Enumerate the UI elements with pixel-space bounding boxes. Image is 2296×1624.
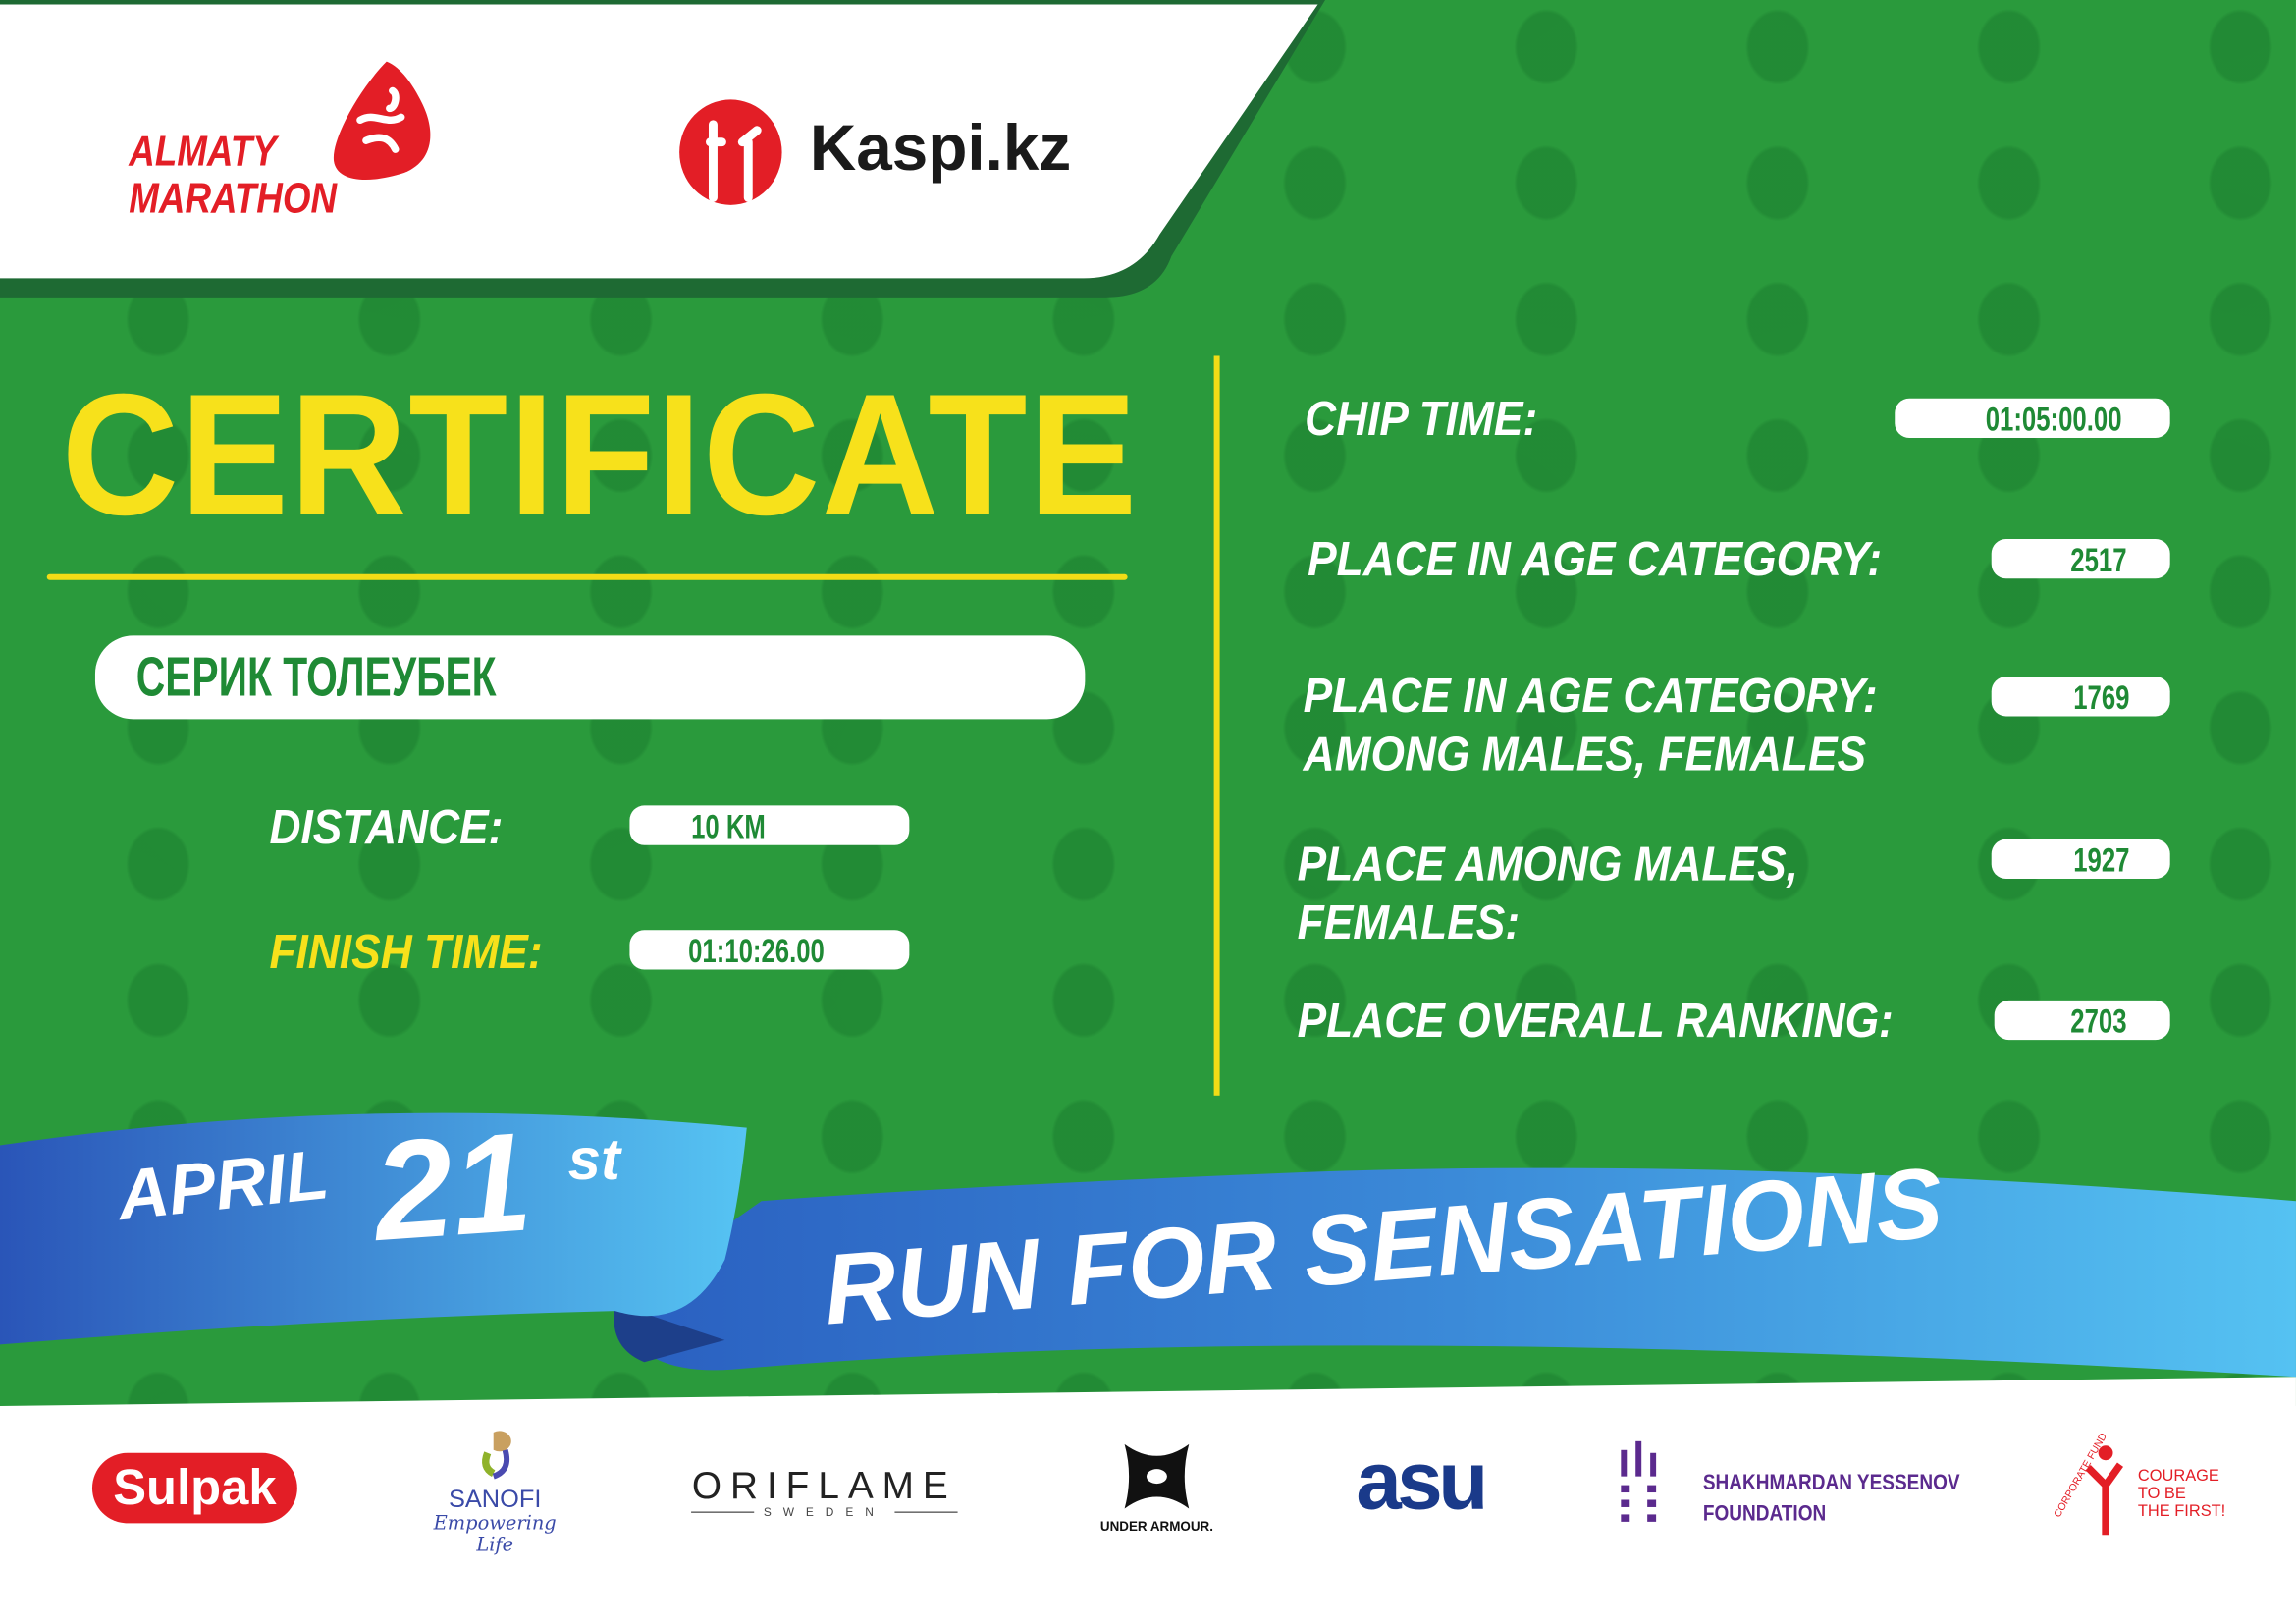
oriflame-logo: ORIFLAME SWEDEN (691, 1463, 958, 1519)
chip-time-value: 01:05:00.00 (1985, 400, 2122, 439)
distance-label: DISTANCE: (269, 799, 504, 854)
under-armour-logo: UNDER ARMOUR. (1076, 1441, 1237, 1534)
divider-line (1213, 355, 1220, 1096)
gender-label-line1: PLACE AMONG MALES, (1297, 836, 1798, 891)
sanofi-text: SANOFI (448, 1485, 542, 1513)
finish-time-box: 01:10:26.00 (629, 930, 910, 970)
logo-text-almaty: ALMATY (129, 129, 277, 177)
age-category-gender-label-line2: AMONG MALES, FEMALES (1303, 726, 1867, 782)
certificate-title: CERTIFICATE (61, 358, 1139, 553)
gender-label-line2: FEMALES: (1297, 894, 1521, 949)
date-day: 21 (369, 1104, 537, 1272)
finish-time-label: FINISH TIME: (269, 924, 543, 979)
under-armour-icon (1124, 1443, 1190, 1509)
distance-box: 10 KM (629, 805, 910, 845)
oriflame-text: ORIFLAME (691, 1463, 957, 1507)
kaspi-people-icon (679, 99, 782, 205)
sanofi-bird-icon (482, 1431, 511, 1480)
sulpak-text: Sulpak (113, 1460, 277, 1516)
participant-name-box: СЕРИК ТОЛЕУБЕК (94, 635, 1086, 720)
ribbon-banner (0, 1112, 2296, 1421)
yessenov-text-2: FOUNDATION (1702, 1500, 1827, 1527)
title-underline (46, 573, 1128, 580)
courage-text-1: COURAGE (2137, 1467, 2219, 1486)
runner-drop-icon (333, 61, 431, 181)
age-category-label: PLACE IN AGE CATEGORY: (1308, 531, 1883, 586)
distance-value: 10 KM (691, 806, 766, 845)
sponsors-row: Sulpak SANOFI Empowering Life ORIFLAME S… (0, 1406, 2296, 1624)
age-category-value: 2517 (2070, 540, 2127, 579)
overall-box: 2703 (1994, 1000, 2170, 1041)
header-panel (0, 0, 1325, 298)
almaty-marathon-logo: ALMATY MARATHON (129, 59, 465, 235)
oriflame-sub: SWEDEN (763, 1505, 885, 1519)
courage-text-3: THE FIRST! (2137, 1502, 2226, 1521)
age-category-gender-label-line1: PLACE IN AGE CATEGORY: (1303, 668, 1878, 723)
asu-logo: asu (1356, 1434, 1488, 1527)
finish-time-value: 01:10:26.00 (688, 931, 825, 970)
sulpak-logo: Sulpak (91, 1452, 297, 1524)
gender-value: 1927 (2073, 840, 2130, 880)
yessenov-logo: SHAKHMARDAN YESSENOV FOUNDATION (1618, 1438, 1960, 1531)
age-category-box: 2517 (1991, 538, 2170, 579)
sanofi-tagline: Empowering Life (433, 1512, 557, 1557)
kaspi-wordmark: Kaspi.kz (809, 112, 1072, 185)
yessenov-text-1: SHAKHMARDAN YESSENOV (1702, 1470, 1960, 1496)
courage-text-2: TO BE (2137, 1485, 2186, 1503)
age-category-gender-box: 1769 (1991, 677, 2170, 717)
logo-text-marathon: MARATHON (129, 176, 338, 223)
date-suffix: st (567, 1127, 620, 1193)
courage-figure-icon (2085, 1445, 2124, 1536)
gender-box: 1927 (1991, 839, 2170, 880)
overall-value: 2703 (2070, 1001, 2127, 1041)
age-category-gender-value: 1769 (2073, 677, 2130, 717)
yessenov-bars-icon (1621, 1440, 1657, 1522)
chip-time-box: 01:05:00.00 (1895, 398, 2170, 439)
overall-label: PLACE OVERALL RANKING: (1297, 993, 1894, 1048)
under-armour-text: UNDER ARMOUR. (1099, 1518, 1213, 1534)
participant-name: СЕРИК ТОЛЕУБЕК (135, 647, 497, 709)
sanofi-logo: SANOFI Empowering Life (422, 1430, 568, 1557)
chip-time-label: CHIP TIME: (1305, 391, 1538, 446)
